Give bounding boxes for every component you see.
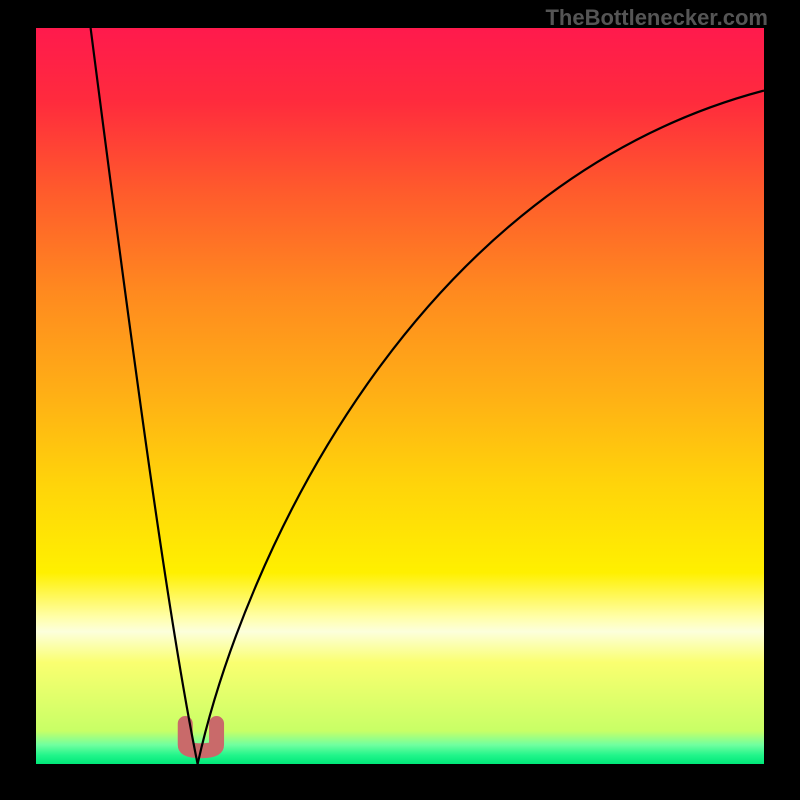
plot-area	[36, 28, 764, 764]
chart-frame: TheBottlenecker.com	[0, 0, 800, 800]
curve-layer	[36, 28, 764, 764]
watermark-text: TheBottlenecker.com	[545, 5, 768, 31]
curve-left-branch	[91, 28, 198, 764]
curve-right-branch	[198, 91, 764, 764]
